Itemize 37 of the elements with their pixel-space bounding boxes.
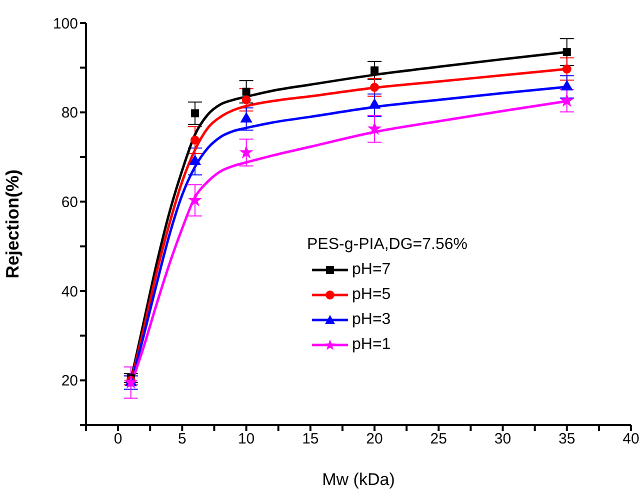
point — [562, 48, 571, 56]
x-tick-label: 0 — [114, 430, 122, 448]
point — [560, 80, 573, 90]
x-tick-label: 40 — [622, 430, 640, 448]
y-tick-label: 100 — [52, 15, 78, 32]
legend-label: pH=7 — [352, 260, 391, 280]
x-tick-label: 15 — [302, 430, 319, 448]
legend-label: pH=5 — [352, 285, 391, 305]
x-tick-label: 25 — [430, 430, 447, 448]
point — [370, 66, 379, 74]
x-tick-label: 5 — [178, 430, 186, 448]
point — [562, 64, 572, 74]
point — [368, 98, 381, 109]
point — [242, 95, 251, 104]
x-axis-title: Mw (kDa) — [322, 470, 395, 489]
point — [188, 154, 202, 165]
y-tick-label: 40 — [61, 283, 78, 300]
point — [242, 88, 250, 96]
x-tick-label: 35 — [558, 430, 576, 448]
y-axis-title: Rejection(%) — [2, 169, 22, 279]
point — [191, 109, 199, 118]
point — [188, 192, 202, 206]
y-tick-label: 60 — [61, 194, 78, 211]
point — [190, 136, 200, 145]
legend-label: pH=1 — [352, 335, 391, 355]
x-tick-label: 30 — [494, 430, 512, 448]
point — [240, 112, 252, 123]
y-tick-label: 20 — [61, 372, 78, 390]
legend-title: PES-g-PIA,DG=7.56% — [307, 235, 468, 255]
point — [239, 144, 254, 159]
point — [560, 93, 574, 107]
y-tick-label: 80 — [61, 104, 78, 122]
x-tick-label: 20 — [366, 430, 383, 448]
point — [367, 121, 382, 135]
legend-label: pH=3 — [352, 310, 391, 330]
point — [370, 82, 380, 92]
x-tick-label: 10 — [238, 430, 255, 448]
